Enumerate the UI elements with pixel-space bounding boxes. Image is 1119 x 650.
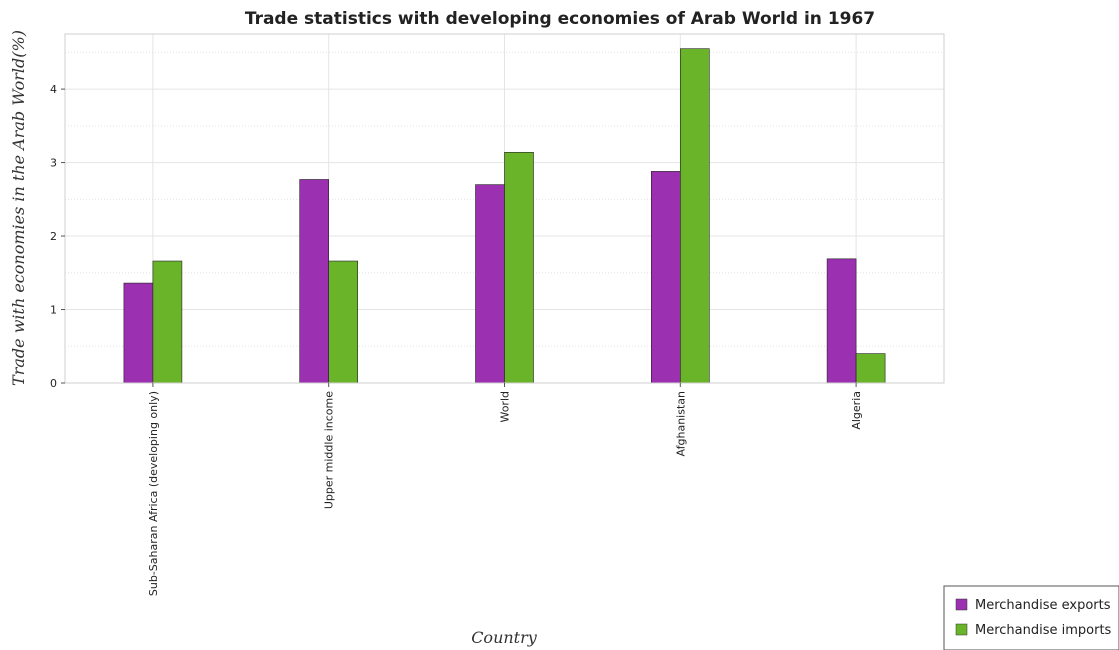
x-tick-label: World — [499, 391, 512, 423]
legend-swatch-imports — [955, 623, 968, 636]
y-tick-label: 2 — [50, 230, 57, 243]
bar-exports-0 — [123, 282, 154, 384]
y-tick-label: 4 — [50, 83, 57, 96]
bar-imports-0 — [152, 260, 183, 384]
bar-exports-1 — [299, 179, 330, 384]
legend-swatch-exports — [955, 598, 968, 611]
y-ticks: 0 1 2 3 4 — [50, 83, 65, 390]
x-axis-label: Country — [471, 628, 538, 647]
bar-imports-1 — [328, 260, 359, 384]
legend: Merchandise exports Merchandise imports — [943, 585, 1119, 650]
x-ticks: Sub-Saharan Africa (developing only) Uppe… — [147, 383, 863, 596]
bars — [123, 48, 886, 384]
x-tick-label: Sub-Saharan Africa (developing only) — [147, 391, 160, 596]
y-axis-label: Trade with economies in the Arab World(%… — [9, 30, 28, 386]
bar-imports-2 — [504, 151, 534, 384]
x-tick-label: Algeria — [850, 391, 863, 430]
x-tick-label: Afghanistan — [674, 391, 687, 457]
chart-title: Trade statistics with developing economi… — [245, 9, 875, 29]
y-tick-label: 0 — [50, 377, 57, 390]
x-tick-label: Upper middle income — [323, 391, 336, 509]
legend-box — [943, 585, 1119, 650]
y-tick-label: 3 — [50, 157, 57, 170]
legend-label-exports: Merchandise exports — [975, 598, 1111, 613]
bar-exports-2 — [475, 184, 505, 384]
bar-exports-4 — [826, 258, 857, 384]
y-tick-label: 1 — [50, 304, 57, 317]
bar-imports-3 — [679, 48, 710, 384]
bar-imports-4 — [855, 353, 886, 384]
bar-exports-3 — [650, 171, 681, 384]
legend-label-imports: Merchandise imports — [975, 623, 1112, 638]
